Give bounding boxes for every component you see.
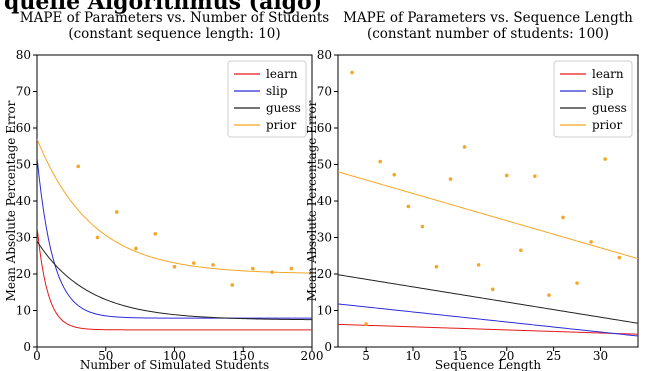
chart1-point (95, 235, 100, 240)
chart1-xtick-label: 150 (232, 349, 255, 363)
chart2-point (448, 177, 453, 181)
chart2-ytick-label: 0 (324, 340, 332, 354)
chart2-point (589, 240, 593, 244)
chart1-ytick-label: 0 (23, 340, 31, 354)
chart2-ytick-label: 70 (317, 85, 332, 99)
chart2-point (519, 248, 523, 253)
chart1-ytick-label: 60 (16, 121, 31, 135)
chart2-ytick-label: 30 (317, 231, 332, 245)
chart2-legend-label-prior: prior (592, 118, 622, 132)
chart2-point (476, 263, 481, 267)
chart2-xtick-label: 15 (452, 349, 467, 363)
chart1-ytick-label: 30 (16, 231, 31, 245)
chart2-series-prior (338, 171, 638, 260)
chart1-point (191, 261, 196, 265)
chart2-point (392, 172, 397, 177)
chart2-legend-box (553, 60, 633, 138)
chart2-ytick-label: 10 (317, 304, 332, 318)
chart1-point (76, 164, 81, 169)
chart2-point (504, 173, 509, 178)
chart2-point (378, 159, 382, 164)
chart1-legend-label-prior: prior (266, 118, 296, 132)
chart2-point (533, 174, 537, 178)
chart2-point (406, 204, 411, 209)
chart2-xtick-label: 20 (499, 349, 514, 363)
chart2-ytick-label: 20 (317, 267, 332, 281)
chart1-point (172, 264, 177, 269)
chart1-ytick-label: 50 (16, 158, 31, 172)
header-fragment: quelle Algorithmus (algo) (4, 0, 323, 15)
chart2-legend: learn slip guess prior (553, 60, 633, 138)
chart1-point (153, 232, 158, 236)
chart2-legend-label-slip: slip (592, 84, 614, 98)
chart1-xtick-label: 200 (301, 349, 324, 363)
chart2-xtick-label: 10 (405, 349, 420, 363)
chart2-ytick-label: 40 (317, 194, 332, 208)
chart2-xtick-label: 30 (593, 349, 608, 363)
chart1-xlabel: Number of Simulated Students (80, 358, 269, 371)
chart2-legend-label-learn: learn (592, 67, 624, 81)
chart1-ytick-label: 80 (16, 48, 31, 62)
chart1-series-slip (37, 157, 312, 319)
chart2-point (350, 70, 354, 75)
chart1-xtick-label: 100 (163, 349, 186, 363)
chart2-title: MAPE of Parameters vs. Sequence Length (343, 10, 633, 26)
chart1-title: MAPE of Parameters vs. Number of Student… (20, 10, 329, 26)
chart2-point (420, 224, 425, 229)
chart1-point (211, 263, 215, 267)
chart2-series-slip (338, 303, 638, 337)
chart1-ytick-label: 20 (16, 267, 31, 281)
chart2-point (547, 293, 551, 297)
chart1-xtick-label: 50 (98, 349, 113, 363)
chart1-xtick-label: 0 (33, 349, 41, 363)
chart2-ytick-label: 60 (317, 121, 332, 135)
chart1-legend-label-learn: learn (266, 67, 298, 81)
chart2-series-guess (338, 274, 638, 324)
chart2-xlabel: Sequence Length (435, 358, 542, 371)
chart1-legend: learn slip guess prior (227, 60, 307, 138)
chart1-series-guess (37, 240, 312, 321)
chart2-point (364, 322, 368, 326)
chart1-point (270, 270, 274, 274)
chart1-ytick-label: 10 (16, 304, 31, 318)
chart1-point (114, 210, 119, 214)
chart1-point (134, 246, 138, 251)
chart1-series-prior (37, 138, 312, 274)
chart1-ytick-label: 40 (16, 194, 31, 208)
chart1-subtitle: (constant sequence length: 10) (68, 26, 280, 42)
chart2-point (490, 287, 495, 292)
chart1-legend-label-guess: guess (266, 101, 301, 115)
chart2-point (575, 281, 579, 285)
chart2-point (462, 145, 467, 149)
chart2-point (434, 264, 439, 269)
chart2-point (561, 215, 565, 220)
chart2-ytick-label: 50 (317, 158, 332, 172)
chart1-legend-label-slip: slip (266, 84, 288, 98)
chart2-point (617, 255, 622, 260)
chart1-point (251, 266, 255, 271)
chart2-legend-label-guess: guess (592, 101, 627, 115)
chart2-subtitle: (constant number of students: 100) (367, 26, 609, 42)
chart1-series-learn (37, 226, 312, 331)
chart1-ytick-label: 70 (16, 85, 31, 99)
chart1-point (289, 266, 294, 271)
chart1: MAPE of Parameters vs. Number of Student… (4, 10, 329, 371)
chart2-ylabel: Mean Absolute Percentage Error (305, 100, 319, 301)
chart2-series-learn (338, 323, 638, 335)
chart2-xtick-label: 5 (362, 349, 370, 363)
chart2-xtick-label: 25 (546, 349, 561, 363)
chart2-ytick-label: 80 (317, 48, 332, 62)
chart1-point (230, 283, 235, 287)
chart2: MAPE of Parameters vs. Sequence Length(c… (305, 10, 639, 371)
chart1-legend-box (227, 60, 307, 138)
chart1-ylabel: Mean Absolute Percentage Error (4, 100, 18, 301)
chart2-point (603, 157, 607, 161)
